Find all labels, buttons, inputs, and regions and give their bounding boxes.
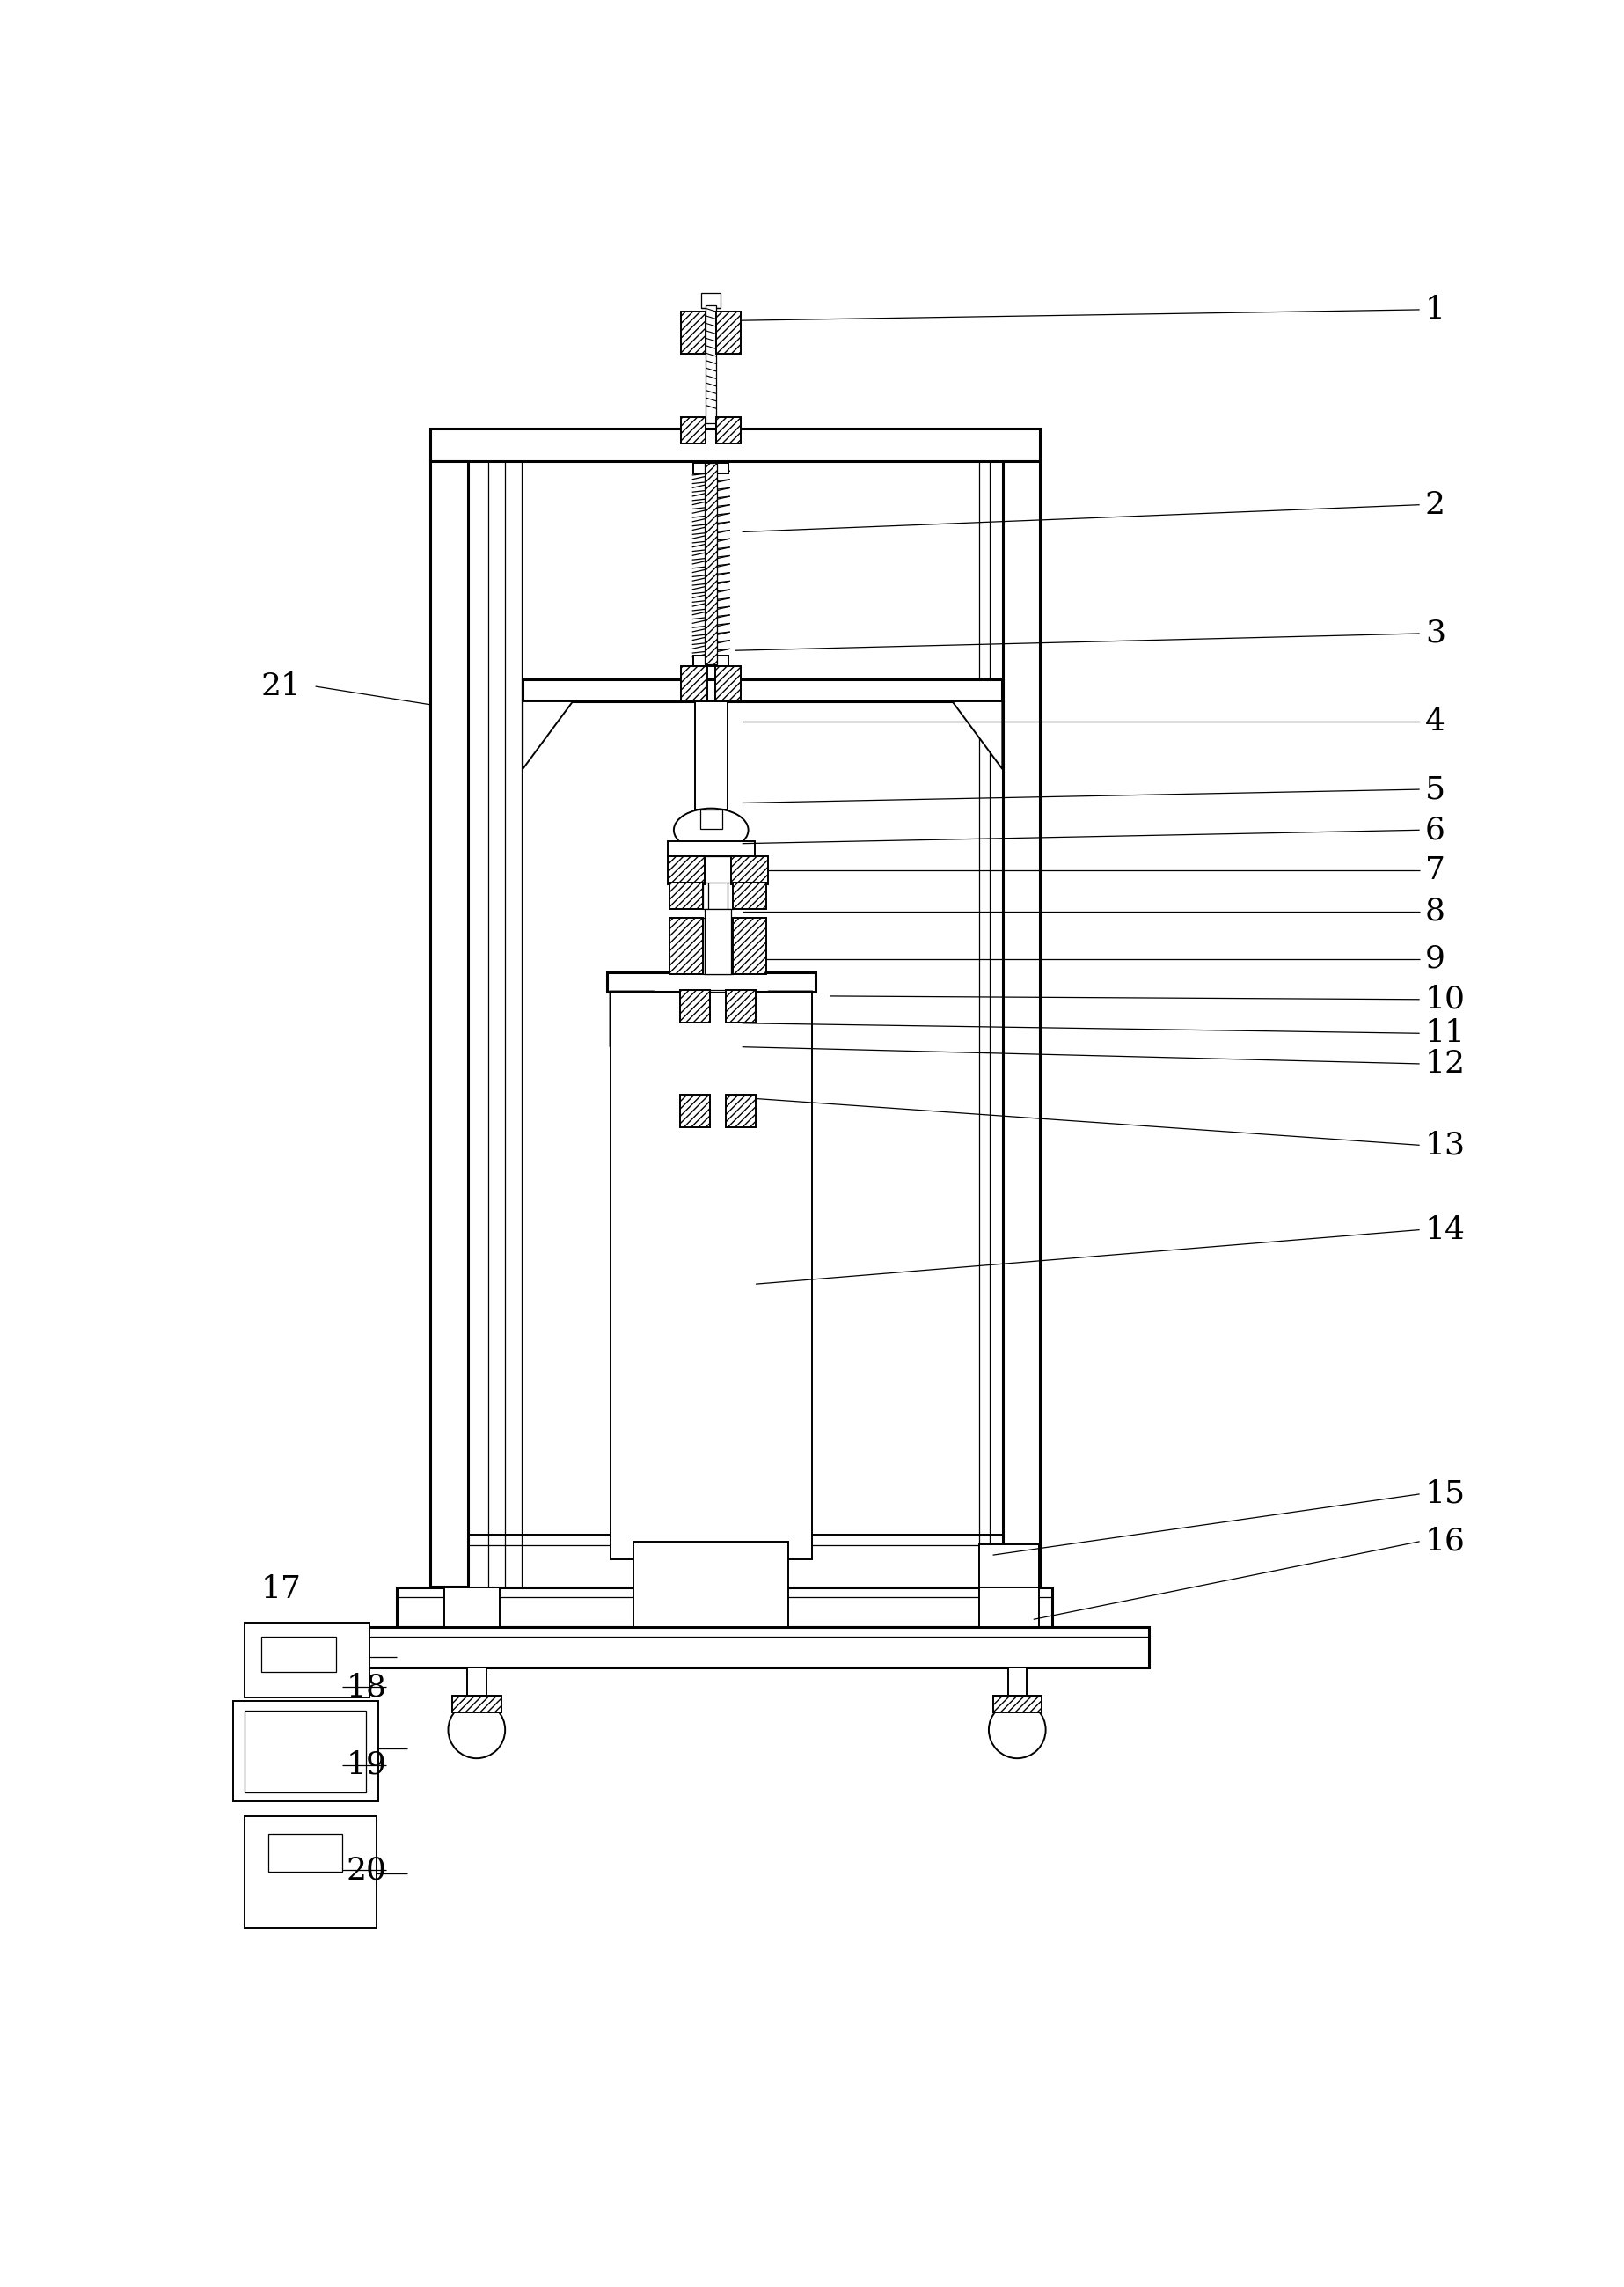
Bar — [680, 1034, 742, 1045]
Bar — [244, 1816, 377, 1928]
Text: 9: 9 — [1424, 945, 1445, 974]
Bar — [700, 810, 723, 828]
Bar — [705, 304, 716, 423]
Bar — [702, 293, 721, 309]
Bar — [726, 1093, 755, 1127]
Text: 4: 4 — [1424, 707, 1445, 736]
Text: 18: 18 — [346, 1672, 387, 1702]
Polygon shape — [523, 702, 573, 768]
Bar — [710, 990, 726, 1022]
Bar — [705, 462, 718, 666]
Bar — [296, 1626, 1148, 1667]
Bar — [667, 855, 705, 885]
Bar — [680, 311, 705, 354]
Bar — [703, 883, 732, 908]
Bar — [607, 972, 815, 990]
Bar — [667, 842, 755, 855]
Text: 5: 5 — [1424, 775, 1445, 805]
Text: 6: 6 — [1424, 814, 1445, 844]
Bar — [693, 656, 729, 666]
Bar — [680, 1093, 710, 1127]
Bar — [979, 1544, 1039, 1605]
Bar — [732, 883, 767, 908]
Bar — [680, 990, 710, 1022]
Text: 8: 8 — [1424, 897, 1445, 926]
Bar — [232, 1702, 378, 1800]
Bar — [716, 416, 741, 444]
Bar — [523, 679, 1002, 702]
Text: 2: 2 — [1424, 489, 1445, 519]
Bar — [244, 1711, 367, 1793]
Bar — [669, 917, 703, 974]
Bar — [611, 993, 812, 1560]
Bar — [654, 1192, 768, 1315]
Bar — [643, 1180, 780, 1326]
Bar — [705, 1178, 716, 1182]
Text: 21: 21 — [261, 672, 302, 702]
Circle shape — [989, 1702, 1046, 1759]
Bar — [705, 855, 731, 885]
Circle shape — [448, 1702, 505, 1759]
Ellipse shape — [674, 807, 749, 851]
Bar — [396, 1587, 1052, 1626]
Text: 16: 16 — [1424, 1525, 1465, 1557]
Polygon shape — [952, 702, 1002, 768]
Bar — [268, 1834, 343, 1871]
Text: 11: 11 — [1424, 1018, 1465, 1047]
Text: 12: 12 — [1424, 1050, 1465, 1079]
Bar — [695, 1020, 728, 1034]
Bar — [680, 416, 705, 444]
Bar — [451, 1697, 502, 1713]
Bar — [732, 917, 767, 974]
Text: 13: 13 — [1424, 1130, 1465, 1160]
Bar — [716, 311, 741, 354]
Bar — [705, 1125, 716, 1180]
Text: 19: 19 — [346, 1750, 387, 1779]
Bar — [244, 1624, 370, 1697]
Bar — [669, 883, 703, 908]
Polygon shape — [768, 990, 812, 1047]
Text: 7: 7 — [1424, 855, 1445, 885]
Text: 14: 14 — [1424, 1214, 1465, 1244]
Bar — [710, 1093, 726, 1127]
Text: 3: 3 — [1424, 617, 1445, 650]
Text: 1: 1 — [1424, 295, 1445, 325]
Bar — [468, 1667, 486, 1697]
Bar — [992, 1697, 1041, 1713]
Bar — [715, 666, 741, 702]
Bar — [430, 462, 468, 1587]
Text: 20: 20 — [346, 1855, 387, 1884]
Bar — [1009, 1667, 1026, 1697]
Bar — [705, 1045, 716, 1100]
Text: 17: 17 — [261, 1573, 302, 1603]
Bar — [731, 855, 768, 885]
Polygon shape — [611, 990, 654, 1047]
Bar — [705, 908, 731, 974]
Text: 10: 10 — [1424, 983, 1465, 1015]
Bar — [1004, 462, 1041, 1587]
Bar — [979, 1587, 1039, 1626]
Bar — [693, 462, 729, 473]
Bar — [703, 917, 732, 974]
Bar — [695, 702, 728, 810]
Bar — [430, 430, 1041, 462]
Bar — [680, 666, 706, 702]
Text: 15: 15 — [1424, 1480, 1465, 1509]
Bar — [261, 1635, 336, 1672]
Bar — [633, 1541, 788, 1626]
Bar — [726, 990, 755, 1022]
Bar — [443, 1587, 500, 1626]
